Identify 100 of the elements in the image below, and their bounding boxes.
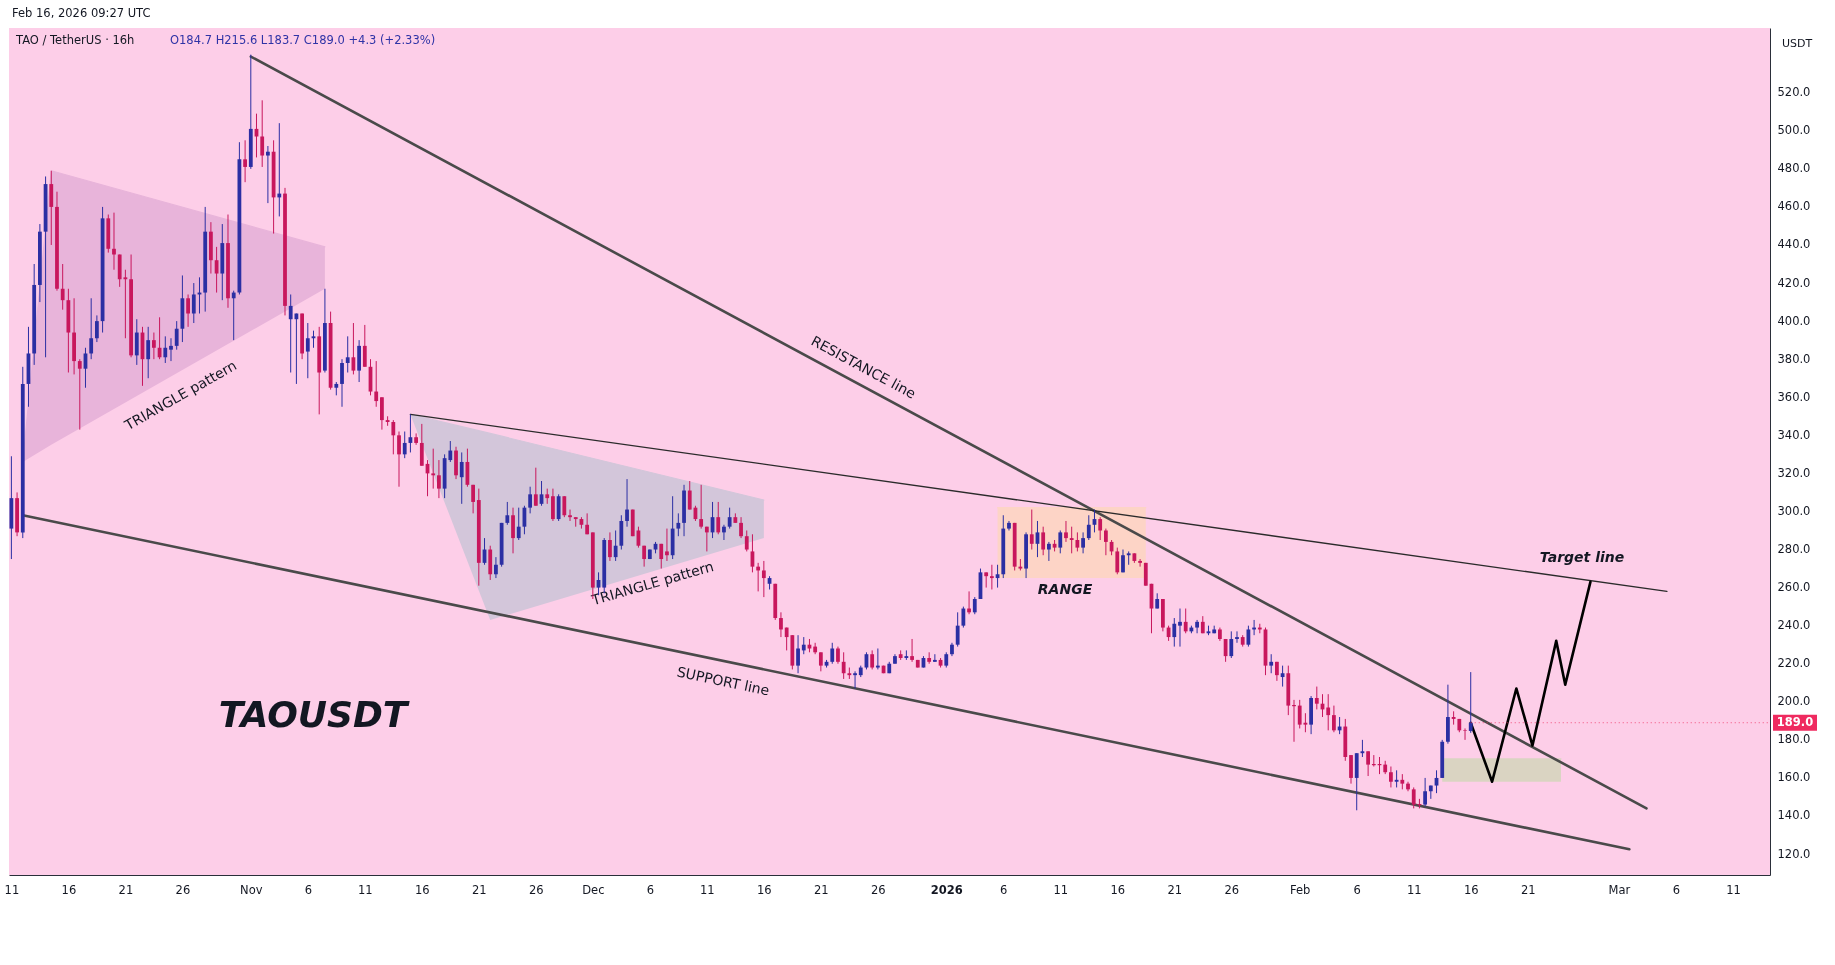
x-tick-label: 16: [1110, 882, 1126, 897]
candlestick: [1138, 558, 1142, 568]
candlestick: [961, 606, 966, 629]
candlestick: [1269, 653, 1274, 674]
text: Feb 16, 2026 09:27 UTC: [12, 6, 151, 20]
x-tick-label: 2026: [930, 882, 963, 897]
candlestick: [511, 507, 515, 554]
y-tick-label: 240.0: [1777, 618, 1811, 633]
candlestick: [1314, 686, 1319, 710]
candlestick: [818, 651, 823, 672]
y-tick-label: 140.0: [1777, 808, 1811, 823]
candlestick: [1411, 786, 1416, 809]
candlestick: [89, 297, 94, 360]
y-tick-label: 300.0: [1777, 503, 1811, 518]
candlestick: [1326, 693, 1331, 731]
candlestick: [186, 293, 190, 328]
y-tick-label: 420.0: [1777, 275, 1811, 290]
candlestick: [1332, 705, 1336, 733]
x-tick-label: Feb: [1290, 882, 1311, 897]
candlestick: [146, 326, 151, 379]
candlestick: [1463, 727, 1467, 741]
y-tick-label: 400.0: [1777, 313, 1811, 328]
candlestick: [1389, 766, 1393, 788]
candlestick: [796, 634, 800, 674]
x-tick-label: 11: [357, 882, 373, 897]
candlestick: [727, 507, 732, 530]
candlestick: [875, 648, 880, 670]
candlestick: [437, 459, 441, 499]
candlestick: [1046, 541, 1051, 562]
candlestick: [414, 432, 419, 446]
annotation: RANGE: [1037, 581, 1093, 597]
candlestick: [1064, 520, 1068, 543]
candlestick: [459, 451, 464, 505]
annotation: TAOUSDT: [218, 694, 410, 735]
candlestick: [380, 396, 384, 431]
candlestick: [402, 431, 407, 459]
candlestick: [665, 528, 669, 562]
y-axis-title: USDT: [1781, 37, 1813, 50]
y-tick-label: 260.0: [1777, 580, 1811, 595]
x-tick-label: 6: [304, 882, 312, 897]
candlestick: [391, 419, 396, 455]
x-tick-label: 16: [757, 882, 772, 897]
candlestick: [494, 556, 498, 579]
candlestick: [853, 670, 857, 689]
candlestick: [1183, 608, 1188, 634]
line-series: [1469, 580, 1592, 784]
candlestick: [955, 611, 960, 648]
candlestick: [870, 649, 875, 670]
candlestick: [739, 516, 743, 539]
candlestick: [1468, 671, 1473, 734]
candlestick: [722, 524, 726, 541]
y-tick-label: 480.0: [1777, 161, 1811, 176]
candlestick: [659, 543, 664, 570]
candlestick: [1041, 526, 1046, 556]
x-tick-label: 6: [1353, 882, 1361, 897]
candlestick: [94, 314, 99, 343]
candlestick: [112, 212, 116, 271]
x-tick-label: 11: [1726, 882, 1741, 897]
candlestick: [77, 358, 82, 431]
candlestick: [1081, 531, 1085, 554]
x-tick-label: 6: [1000, 882, 1008, 897]
candlestick: [305, 322, 310, 379]
x-tick-label: 21: [1167, 882, 1183, 897]
candlestick: [761, 560, 766, 598]
candlestick: [1423, 777, 1428, 807]
candlestick: [1029, 509, 1034, 551]
x-tick-label: 21: [1520, 882, 1536, 897]
candlestick: [551, 488, 555, 522]
x-tick-label: Mar: [1608, 882, 1631, 897]
candlestick: [562, 495, 567, 518]
candlestick: [1075, 531, 1080, 552]
x-tick-label: 16: [415, 882, 430, 897]
candlestick: [1058, 529, 1063, 554]
y-tick-label: 360.0: [1777, 389, 1811, 404]
candlestick: [1297, 699, 1302, 729]
y-tick-label: 180.0: [1777, 732, 1811, 747]
y-tick-label: 280.0: [1777, 542, 1811, 557]
y-tick-label: 220.0: [1777, 656, 1811, 671]
candlestick: [340, 358, 344, 408]
y-tick-label: 440.0: [1777, 237, 1811, 252]
x-tick-label: 26: [1224, 882, 1240, 897]
candlestick: [1195, 619, 1199, 634]
candlestick: [716, 501, 721, 535]
candlestick: [362, 324, 367, 368]
candlestick: [1086, 514, 1091, 541]
candlestick: [169, 337, 173, 362]
candlestick: [397, 431, 401, 488]
candlestick: [266, 145, 270, 204]
candlestick: [779, 611, 783, 638]
x-tick-label: Dec: [582, 882, 605, 897]
candlestick: [1098, 516, 1103, 541]
x-tick-label: 21: [118, 882, 134, 897]
x-tick-label: 21: [814, 882, 829, 897]
y-tick-label: 120.0: [1777, 846, 1811, 861]
candlestick: [841, 651, 846, 680]
candlestick: [191, 282, 196, 324]
candlestick: [1451, 710, 1456, 726]
candlestick: [1115, 547, 1120, 575]
candlestick: [49, 170, 54, 246]
x-tick-label: 11: [1053, 882, 1069, 897]
